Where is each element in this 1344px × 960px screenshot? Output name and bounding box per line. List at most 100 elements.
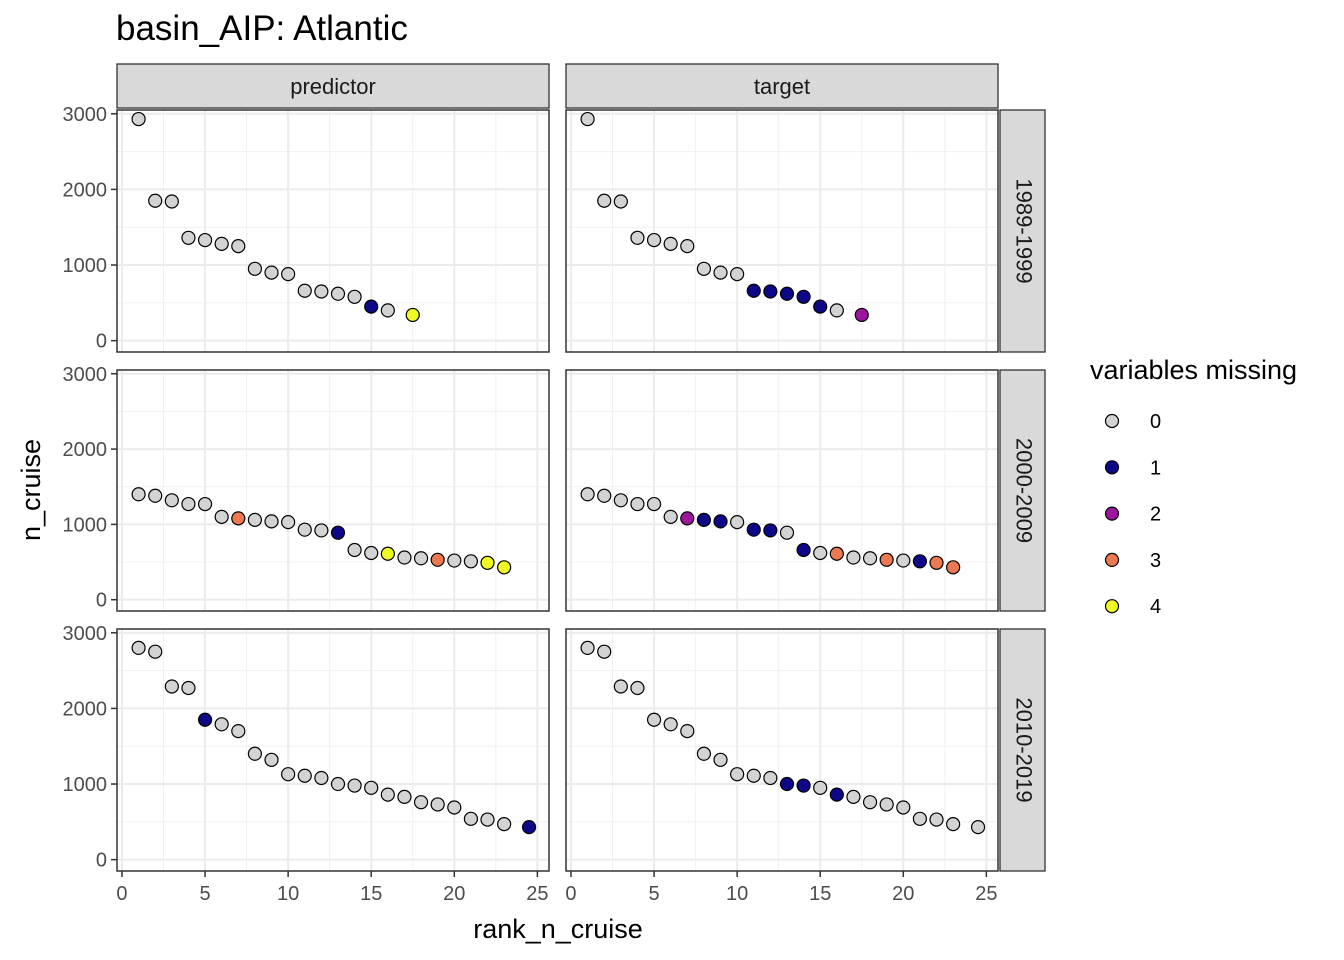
data-point (946, 560, 961, 575)
panel-background (566, 629, 998, 871)
row-strip-label-2010-2019: 2010-2019 (1012, 697, 1037, 802)
data-point (730, 767, 745, 782)
legend-title: variables missing (1090, 355, 1297, 385)
data-point (463, 811, 479, 826)
data-point (314, 523, 329, 538)
data-point (613, 194, 628, 209)
column-strip-label-predictor: predictor (290, 74, 376, 99)
chart-title: basin_AIP: Atlantic (116, 9, 408, 48)
data-point (646, 232, 662, 248)
data-point (970, 820, 986, 835)
legend-key-0 (1104, 413, 1120, 429)
data-point (281, 515, 296, 530)
x-tick-label: 5 (648, 883, 659, 905)
data-point (413, 795, 429, 810)
data-point (364, 545, 379, 561)
panel-border (565, 369, 999, 612)
x-tick-label: 20 (443, 883, 465, 905)
data-point (148, 488, 163, 503)
legend-key-4 (1104, 599, 1120, 614)
data-point (696, 746, 712, 761)
row-strip-bg (999, 109, 1046, 353)
x-tick-label: 15 (360, 883, 382, 905)
data-point (197, 232, 213, 248)
x-tick-label: 20 (892, 883, 914, 905)
data-point (480, 812, 495, 827)
legend-label-4: 4 (1150, 596, 1161, 618)
data-point (854, 307, 869, 323)
data-point (597, 193, 612, 208)
panel-predictor-2010-2019: 0 1000 2000 3000 0 5 10 15 20 25 (63, 623, 550, 905)
legend-label-1: 1 (1150, 457, 1161, 479)
data-point (946, 817, 961, 832)
data-point (746, 768, 761, 783)
data-point (929, 555, 944, 570)
panel-background (566, 370, 998, 611)
data-point (613, 679, 628, 694)
data-point (214, 717, 229, 732)
data-point (380, 546, 395, 561)
x-tick-label: 10 (277, 883, 299, 905)
data-point (181, 230, 196, 245)
data-point (663, 236, 678, 251)
y-tick-label: 1000 (63, 514, 108, 536)
data-point (763, 770, 778, 786)
data-point (247, 512, 263, 527)
legend-key-3 (1104, 552, 1120, 568)
data-point (430, 797, 445, 812)
data-point (779, 776, 795, 792)
data-point (281, 267, 296, 282)
data-point (646, 712, 662, 727)
data-point (763, 523, 778, 538)
legend: variables missing 0 1 2 3 4 (1090, 355, 1297, 618)
data-point (164, 679, 179, 694)
data-point (597, 488, 612, 503)
y-tick-label: 1000 (63, 255, 108, 277)
data-point (746, 522, 761, 537)
data-point (214, 509, 229, 524)
data-point (380, 303, 395, 318)
data-point (131, 111, 146, 127)
data-point (680, 239, 695, 254)
data-point (131, 640, 146, 656)
data-point (696, 261, 712, 276)
data-point (912, 554, 928, 569)
data-point (231, 511, 246, 526)
data-point (813, 545, 828, 561)
x-tick-label: 10 (726, 883, 748, 905)
y-tick-label: 3000 (63, 623, 108, 645)
data-point (597, 644, 612, 659)
data-point (264, 265, 279, 280)
data-point (730, 267, 745, 282)
data-point (896, 800, 911, 815)
data-point (314, 284, 329, 299)
data-point (879, 797, 894, 812)
data-point (779, 286, 795, 301)
panel-background (117, 370, 549, 611)
data-point (846, 789, 861, 804)
data-point (397, 550, 412, 565)
data-point (680, 511, 695, 526)
data-point (314, 770, 329, 786)
legend-key-2 (1104, 506, 1120, 521)
x-tick-label: 0 (116, 883, 127, 905)
data-point (846, 550, 861, 565)
data-point (663, 717, 678, 732)
data-point (264, 514, 279, 529)
data-point (580, 487, 595, 502)
y-axis-title: n_cruise (16, 439, 46, 541)
data-point (630, 680, 645, 696)
data-point (630, 496, 645, 512)
data-point (580, 111, 595, 127)
column-strip-label-target: target (754, 74, 810, 99)
data-point (413, 551, 429, 566)
data-point (330, 776, 346, 792)
data-point (131, 487, 146, 502)
legend-label-3: 3 (1150, 550, 1161, 572)
data-point (197, 712, 213, 727)
data-point (330, 286, 346, 301)
data-point (247, 261, 263, 276)
row-strip-label-1989-1999: 1989-1999 (1012, 178, 1037, 283)
panel-target-2000-2009 (565, 369, 999, 612)
y-tick-label: 3000 (63, 104, 108, 126)
